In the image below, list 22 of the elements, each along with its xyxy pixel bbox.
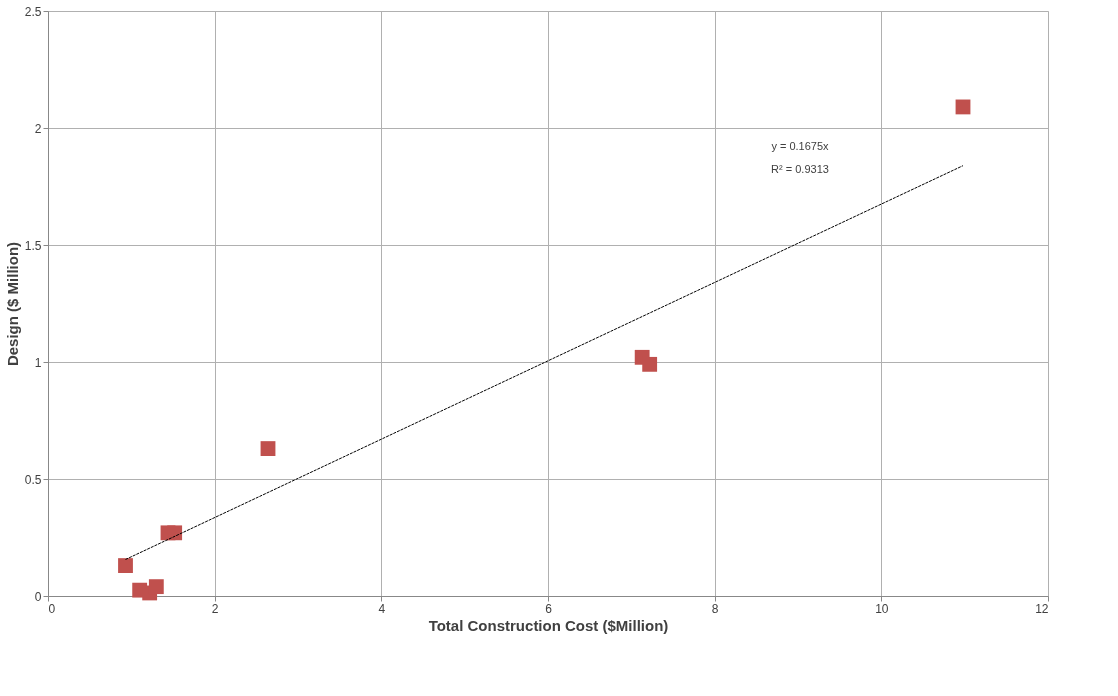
x-tick-label: 12 <box>1035 601 1049 616</box>
y-tick-label: 1 <box>34 355 42 370</box>
y-tick-label: 2.5 <box>24 4 42 19</box>
point <box>118 558 133 573</box>
y-axis-title: Design ($ Million) <box>3 241 21 367</box>
x-tick-label: 8 <box>711 601 719 616</box>
point <box>167 525 183 541</box>
annotation: R² = 0.9313 <box>771 163 829 176</box>
x-tick-label: 10 <box>875 601 889 616</box>
x-tick-label: 4 <box>378 601 386 616</box>
y-tick-label: 2 <box>34 121 42 136</box>
y-tick-label: 0.5 <box>24 472 42 487</box>
y-tick-label: 1.5 <box>24 238 42 253</box>
x-axis-title: Total Construction Cost ($Million) <box>428 616 669 634</box>
x-tick-label: 2 <box>211 601 219 616</box>
x-tick-label: 6 <box>545 601 553 616</box>
y-tick-label: 0 <box>34 589 42 604</box>
point <box>260 441 276 456</box>
point <box>642 356 658 372</box>
x-tick-label: 0 <box>48 601 56 616</box>
point <box>148 579 164 595</box>
annotation: y = 0.1675x <box>771 139 830 152</box>
